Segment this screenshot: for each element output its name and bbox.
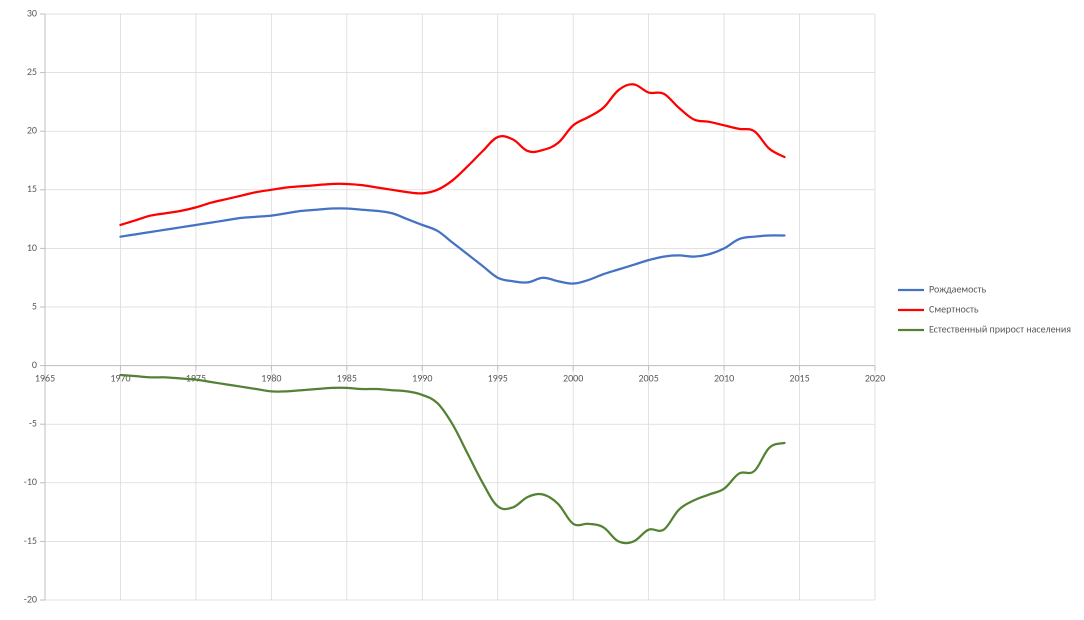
chart-container: -20-15-10-505101520253019651970197519801… bbox=[0, 0, 1084, 620]
y-tick-label: -20 bbox=[24, 592, 37, 605]
y-tick-label: 20 bbox=[27, 124, 37, 137]
x-tick-label: 1965 bbox=[35, 372, 55, 385]
x-tick-label: 1995 bbox=[488, 372, 508, 385]
x-tick-label: 1990 bbox=[412, 372, 432, 385]
legend-label: Смертность bbox=[929, 302, 979, 315]
y-tick-label: -10 bbox=[24, 475, 37, 488]
y-tick-label: 10 bbox=[27, 241, 37, 254]
y-tick-label: 30 bbox=[27, 6, 37, 19]
x-tick-label: 2015 bbox=[789, 372, 809, 385]
x-tick-label: 2000 bbox=[563, 372, 583, 385]
legend-label: Естественный прирост населения bbox=[929, 322, 1071, 335]
x-tick-label: 2020 bbox=[865, 372, 885, 385]
y-tick-label: -15 bbox=[24, 534, 37, 547]
y-tick-label: 25 bbox=[27, 65, 37, 78]
y-tick-label: -5 bbox=[29, 417, 37, 430]
x-tick-label: 1980 bbox=[261, 372, 281, 385]
x-tick-label: 2010 bbox=[714, 372, 734, 385]
x-tick-label: 2005 bbox=[638, 372, 658, 385]
y-tick-label: 5 bbox=[32, 299, 37, 312]
y-tick-label: 15 bbox=[27, 182, 37, 195]
legend-label: Рождаемость bbox=[929, 282, 987, 295]
x-tick-label: 1985 bbox=[337, 372, 357, 385]
x-tick-label: 1970 bbox=[110, 372, 130, 385]
y-tick-label: 0 bbox=[32, 358, 37, 371]
line-chart: -20-15-10-505101520253019651970197519801… bbox=[0, 0, 1084, 620]
